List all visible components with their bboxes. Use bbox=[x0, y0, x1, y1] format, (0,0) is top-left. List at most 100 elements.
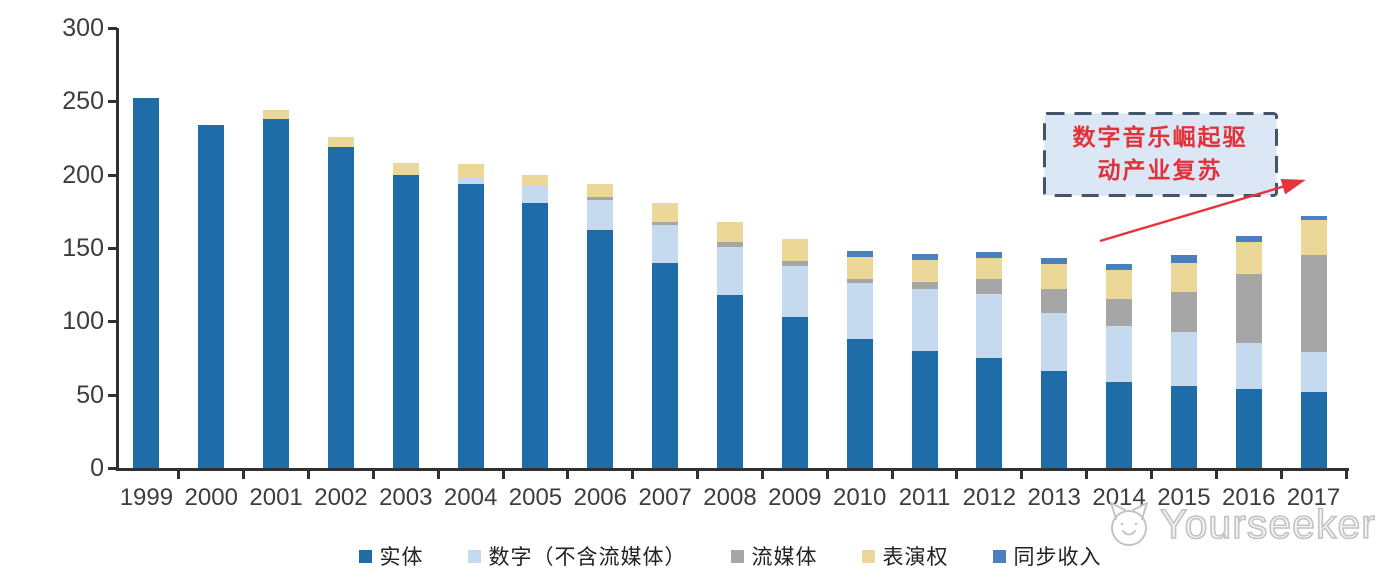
x-axis-tick bbox=[1279, 471, 1283, 479]
bar-stack-2011 bbox=[911, 253, 938, 468]
bar-segment-sync bbox=[976, 252, 1003, 259]
x-axis-tick bbox=[371, 471, 375, 479]
x-axis-label-2001: 2001 bbox=[249, 484, 303, 511]
legend-label: 表演权 bbox=[882, 546, 949, 569]
bar-segment-physical bbox=[652, 262, 679, 468]
bar-segment-performance-rights bbox=[1170, 262, 1197, 293]
bar-segment-performance-rights bbox=[781, 239, 808, 262]
y-axis-line bbox=[116, 28, 119, 471]
legend-swatch-digital-excl-streaming bbox=[467, 549, 481, 563]
legend-item-sync: 同步收入 bbox=[992, 541, 1102, 571]
bar-stack-2007 bbox=[652, 202, 679, 468]
bar-segment-streaming bbox=[976, 278, 1003, 294]
bar-segment-performance-rights bbox=[457, 164, 484, 178]
bar-segment-performance-rights bbox=[717, 221, 744, 243]
bar-segment-physical bbox=[846, 338, 873, 468]
x-axis-label-2012: 2012 bbox=[962, 484, 1017, 511]
bar-segment-streaming bbox=[1041, 289, 1068, 313]
y-axis-label: 50 bbox=[76, 380, 104, 409]
y-axis-tick bbox=[108, 393, 117, 397]
bar-segment-streaming bbox=[652, 221, 679, 225]
bar-segment-digital-excl-streaming bbox=[781, 265, 808, 317]
x-axis-tick bbox=[955, 471, 959, 479]
bar-segment-physical bbox=[263, 118, 290, 468]
bar-2012 bbox=[957, 28, 1022, 468]
x-axis-label-2007: 2007 bbox=[638, 484, 692, 511]
bar-segment-streaming bbox=[1300, 255, 1327, 353]
bar-2004 bbox=[438, 28, 503, 468]
y-axis-tick bbox=[108, 173, 117, 177]
x-axis-label-1999: 1999 bbox=[119, 484, 174, 511]
bar-stack-2005 bbox=[522, 174, 549, 468]
bar-segment-physical bbox=[1170, 385, 1197, 468]
bar-2011 bbox=[892, 28, 957, 468]
bar-2017 bbox=[1281, 28, 1346, 468]
bar-segment-physical bbox=[1041, 371, 1068, 468]
bar-2001 bbox=[244, 28, 309, 468]
bar-segment-sync bbox=[1106, 264, 1133, 271]
bar-segment-physical bbox=[457, 183, 484, 468]
bar-stack-2009 bbox=[781, 239, 808, 468]
bar-segment-performance-rights bbox=[587, 183, 614, 197]
bar-segment-streaming bbox=[1170, 292, 1197, 332]
bar-segment-streaming bbox=[911, 281, 938, 290]
bar-segment-performance-rights bbox=[976, 258, 1003, 279]
legend: 实体 数字（不含流媒体） 流媒体 表演权 同步收入 bbox=[114, 541, 1346, 571]
bar-stack-2014 bbox=[1106, 264, 1133, 468]
x-axis-tick bbox=[501, 471, 505, 479]
bar-segment-physical bbox=[1300, 391, 1327, 468]
bar-segment-digital-excl-streaming bbox=[717, 246, 744, 295]
bar-segment-sync bbox=[911, 253, 938, 260]
bar-2003 bbox=[373, 28, 438, 468]
legend-item-physical: 实体 bbox=[358, 541, 424, 571]
x-axis-label-2017: 2017 bbox=[1286, 484, 1341, 511]
bar-stack-2006 bbox=[587, 183, 614, 468]
bar-segment-physical bbox=[327, 146, 354, 468]
watermark: Yourseeker bbox=[1102, 497, 1376, 551]
bar-2002 bbox=[309, 28, 374, 468]
legend-item-performance-rights: 表演权 bbox=[861, 541, 949, 571]
bar-segment-physical bbox=[133, 98, 160, 468]
bar-2013 bbox=[1022, 28, 1087, 468]
bar-stack-2001 bbox=[263, 110, 290, 468]
x-axis-tick bbox=[1020, 471, 1024, 479]
x-axis-tick bbox=[436, 471, 440, 479]
y-axis-tick bbox=[108, 467, 117, 470]
bar-2016 bbox=[1216, 28, 1281, 468]
bar-stack-2015 bbox=[1170, 255, 1197, 468]
y-axis-label: 200 bbox=[62, 160, 104, 189]
y-axis-label: 0 bbox=[90, 454, 104, 482]
bar-segment-digital-excl-streaming bbox=[846, 283, 873, 339]
bar-segment-performance-rights bbox=[263, 110, 290, 119]
legend-swatch-physical bbox=[358, 549, 372, 563]
bar-1999 bbox=[114, 28, 179, 468]
bar-segment-digital-excl-streaming bbox=[1106, 325, 1133, 382]
bar-segment-performance-rights bbox=[327, 136, 354, 147]
bar-2005 bbox=[503, 28, 568, 468]
legend-item-digital-excl-streaming: 数字（不含流媒体） bbox=[467, 541, 687, 571]
y-axis-label: 100 bbox=[62, 307, 104, 336]
x-axis-tick bbox=[1085, 471, 1089, 479]
bar-segment-digital-excl-streaming bbox=[976, 293, 1003, 358]
legend-swatch-sync bbox=[992, 549, 1006, 563]
x-axis-tick bbox=[177, 471, 181, 479]
bar-segment-physical bbox=[717, 294, 744, 468]
bar-segment-streaming bbox=[717, 242, 744, 247]
bar-segment-digital-excl-streaming bbox=[1041, 312, 1068, 372]
bar-segment-digital-excl-streaming bbox=[1300, 352, 1327, 392]
bar-stack-2004 bbox=[457, 164, 484, 468]
x-axis-label-2004: 2004 bbox=[443, 484, 498, 511]
bar-segment-streaming bbox=[781, 261, 808, 266]
bar-segment-sync bbox=[1300, 215, 1327, 221]
bar-segment-performance-rights bbox=[652, 202, 679, 222]
x-axis-label-2002: 2002 bbox=[314, 484, 368, 511]
x-axis-label-2015: 2015 bbox=[1157, 484, 1211, 511]
bar-stack-2003 bbox=[392, 163, 419, 468]
bar-segment-performance-rights bbox=[846, 256, 873, 279]
x-axis-tick bbox=[242, 471, 246, 479]
x-axis-tick bbox=[825, 471, 829, 479]
bar-2000 bbox=[179, 28, 244, 468]
bar-segment-physical bbox=[1235, 388, 1262, 468]
x-axis-label-2005: 2005 bbox=[508, 484, 563, 511]
x-axis-tick bbox=[1214, 471, 1218, 479]
